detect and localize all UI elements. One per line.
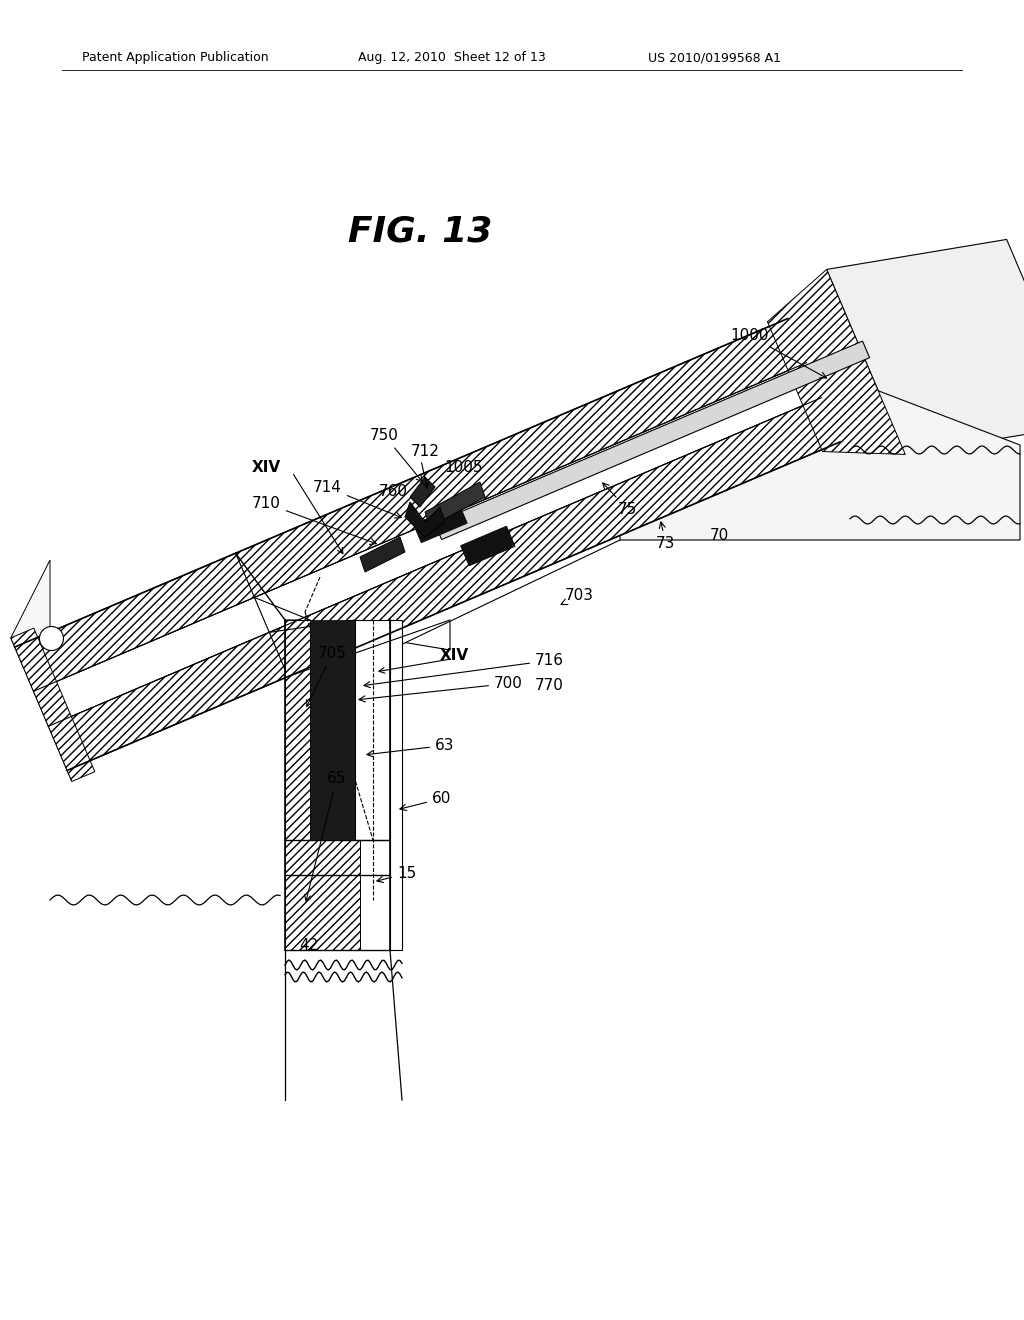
Text: 705: 705 [306,645,347,706]
Text: 73: 73 [656,521,676,550]
Text: 75: 75 [603,483,637,517]
Polygon shape [269,397,840,677]
Text: 1000: 1000 [730,327,826,378]
Text: 63: 63 [367,738,455,756]
Text: Patent Application Publication: Patent Application Publication [82,51,268,65]
Text: 710: 710 [252,496,376,544]
Text: XIV: XIV [252,461,282,475]
Polygon shape [67,632,288,763]
Polygon shape [52,598,269,718]
Text: FIG. 13: FIG. 13 [348,215,493,249]
Polygon shape [390,490,620,649]
Polygon shape [310,620,355,840]
Text: 703: 703 [561,587,594,605]
Text: US 2010/0199568 A1: US 2010/0199568 A1 [648,51,781,65]
Text: 42: 42 [299,937,318,953]
Polygon shape [285,620,450,700]
Text: 60: 60 [400,791,452,810]
Text: 1005: 1005 [444,459,482,474]
Text: Aug. 12, 2010  Sheet 12 of 13: Aug. 12, 2010 Sheet 12 of 13 [358,51,546,65]
Text: 712: 712 [411,444,440,458]
Polygon shape [410,477,435,507]
Text: 70: 70 [710,528,729,543]
Polygon shape [438,380,1020,554]
Polygon shape [461,527,515,566]
Polygon shape [11,628,95,781]
Polygon shape [254,363,821,632]
Polygon shape [236,318,807,598]
Polygon shape [355,620,390,840]
Polygon shape [285,620,310,940]
Text: 700: 700 [359,676,523,702]
Polygon shape [414,504,467,543]
Polygon shape [33,553,254,684]
Polygon shape [406,502,445,537]
Polygon shape [285,840,360,875]
Polygon shape [767,269,905,454]
Polygon shape [285,875,360,950]
Text: 716: 716 [364,653,564,688]
Text: 760: 760 [379,484,408,499]
Text: 15: 15 [377,866,416,883]
Polygon shape [826,239,1024,454]
Text: 770: 770 [535,678,564,693]
Polygon shape [425,482,485,527]
Polygon shape [434,341,869,540]
Text: 65: 65 [304,771,346,902]
Text: XIV: XIV [440,648,469,663]
Polygon shape [360,537,406,572]
Polygon shape [11,560,72,781]
Text: 714: 714 [313,480,401,517]
Polygon shape [390,620,402,950]
Circle shape [40,627,63,651]
Text: 750: 750 [370,428,423,482]
